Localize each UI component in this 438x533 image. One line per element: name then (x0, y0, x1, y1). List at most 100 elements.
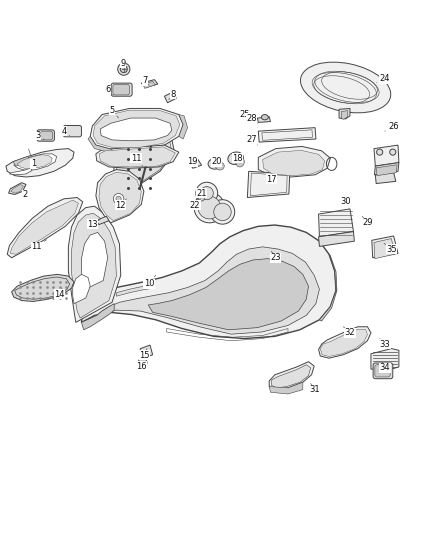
Polygon shape (272, 365, 311, 388)
Polygon shape (339, 108, 350, 119)
Ellipse shape (198, 196, 221, 219)
Text: 26: 26 (385, 122, 399, 131)
Text: 12: 12 (116, 199, 127, 210)
Ellipse shape (300, 62, 391, 113)
Polygon shape (12, 274, 74, 302)
Polygon shape (247, 171, 290, 198)
Ellipse shape (236, 157, 244, 167)
Text: 22: 22 (190, 199, 201, 210)
Text: 30: 30 (340, 197, 351, 206)
Ellipse shape (215, 162, 224, 170)
Text: 11: 11 (31, 240, 46, 252)
Text: 19: 19 (187, 157, 198, 166)
Text: 7: 7 (142, 76, 149, 85)
Text: 4: 4 (61, 127, 70, 136)
Polygon shape (14, 154, 57, 171)
Polygon shape (96, 169, 144, 223)
Polygon shape (88, 136, 112, 153)
Text: 9: 9 (120, 59, 126, 68)
Text: 31: 31 (310, 384, 320, 394)
Text: 20: 20 (212, 157, 222, 166)
Ellipse shape (208, 159, 221, 169)
Ellipse shape (118, 63, 130, 75)
FancyBboxPatch shape (63, 125, 81, 137)
Ellipse shape (390, 149, 396, 155)
Polygon shape (113, 128, 174, 198)
Text: 17: 17 (266, 175, 277, 184)
Polygon shape (258, 147, 330, 177)
Polygon shape (371, 349, 399, 369)
Text: 1: 1 (28, 149, 36, 168)
Polygon shape (140, 345, 152, 358)
Polygon shape (99, 172, 141, 221)
Ellipse shape (196, 182, 218, 204)
Text: 10: 10 (144, 275, 155, 288)
Polygon shape (374, 239, 395, 259)
FancyBboxPatch shape (113, 84, 130, 95)
Ellipse shape (377, 149, 383, 155)
Text: 25: 25 (239, 110, 252, 119)
Polygon shape (141, 79, 158, 87)
Polygon shape (318, 209, 353, 237)
Ellipse shape (228, 152, 244, 165)
Text: 34: 34 (380, 362, 390, 372)
Polygon shape (263, 150, 325, 176)
Polygon shape (375, 173, 396, 183)
Polygon shape (258, 117, 271, 123)
Text: 16: 16 (136, 361, 147, 370)
Polygon shape (93, 110, 180, 148)
Text: 29: 29 (362, 216, 373, 228)
Polygon shape (11, 200, 78, 254)
FancyBboxPatch shape (373, 363, 393, 379)
Ellipse shape (198, 192, 205, 201)
Text: 24: 24 (377, 74, 390, 83)
Text: 18: 18 (232, 154, 243, 163)
FancyBboxPatch shape (39, 131, 53, 140)
Text: 14: 14 (54, 288, 65, 298)
Ellipse shape (210, 200, 235, 224)
Text: 5: 5 (110, 106, 119, 118)
Polygon shape (96, 145, 179, 168)
Polygon shape (17, 155, 52, 169)
Polygon shape (9, 183, 26, 195)
Ellipse shape (261, 115, 268, 120)
Polygon shape (81, 225, 336, 338)
Polygon shape (7, 198, 83, 258)
Polygon shape (376, 165, 397, 176)
Ellipse shape (116, 196, 121, 201)
Polygon shape (13, 157, 30, 166)
Text: 13: 13 (87, 220, 100, 229)
Polygon shape (341, 111, 348, 119)
Polygon shape (374, 163, 399, 175)
Polygon shape (374, 145, 399, 166)
Ellipse shape (200, 187, 213, 200)
Text: 32: 32 (343, 327, 355, 337)
Ellipse shape (113, 193, 124, 204)
Text: 15: 15 (140, 349, 150, 360)
Text: 35: 35 (384, 244, 397, 254)
Polygon shape (97, 247, 319, 334)
Text: 8: 8 (169, 90, 176, 100)
Polygon shape (319, 254, 337, 321)
Polygon shape (10, 168, 32, 175)
Text: 2: 2 (22, 187, 27, 199)
Polygon shape (143, 82, 155, 88)
Text: 21: 21 (196, 188, 207, 198)
Polygon shape (320, 329, 367, 357)
Polygon shape (269, 382, 303, 394)
Polygon shape (96, 216, 109, 224)
Polygon shape (81, 304, 114, 330)
Polygon shape (81, 232, 108, 290)
Polygon shape (258, 128, 316, 142)
Polygon shape (148, 259, 308, 330)
Polygon shape (372, 236, 398, 258)
FancyBboxPatch shape (375, 365, 390, 377)
Polygon shape (179, 115, 187, 139)
Polygon shape (318, 327, 371, 358)
Text: 3: 3 (35, 131, 44, 140)
Ellipse shape (194, 192, 225, 223)
Text: 27: 27 (247, 135, 258, 145)
Polygon shape (6, 149, 74, 177)
Ellipse shape (120, 66, 127, 72)
Polygon shape (164, 92, 176, 103)
